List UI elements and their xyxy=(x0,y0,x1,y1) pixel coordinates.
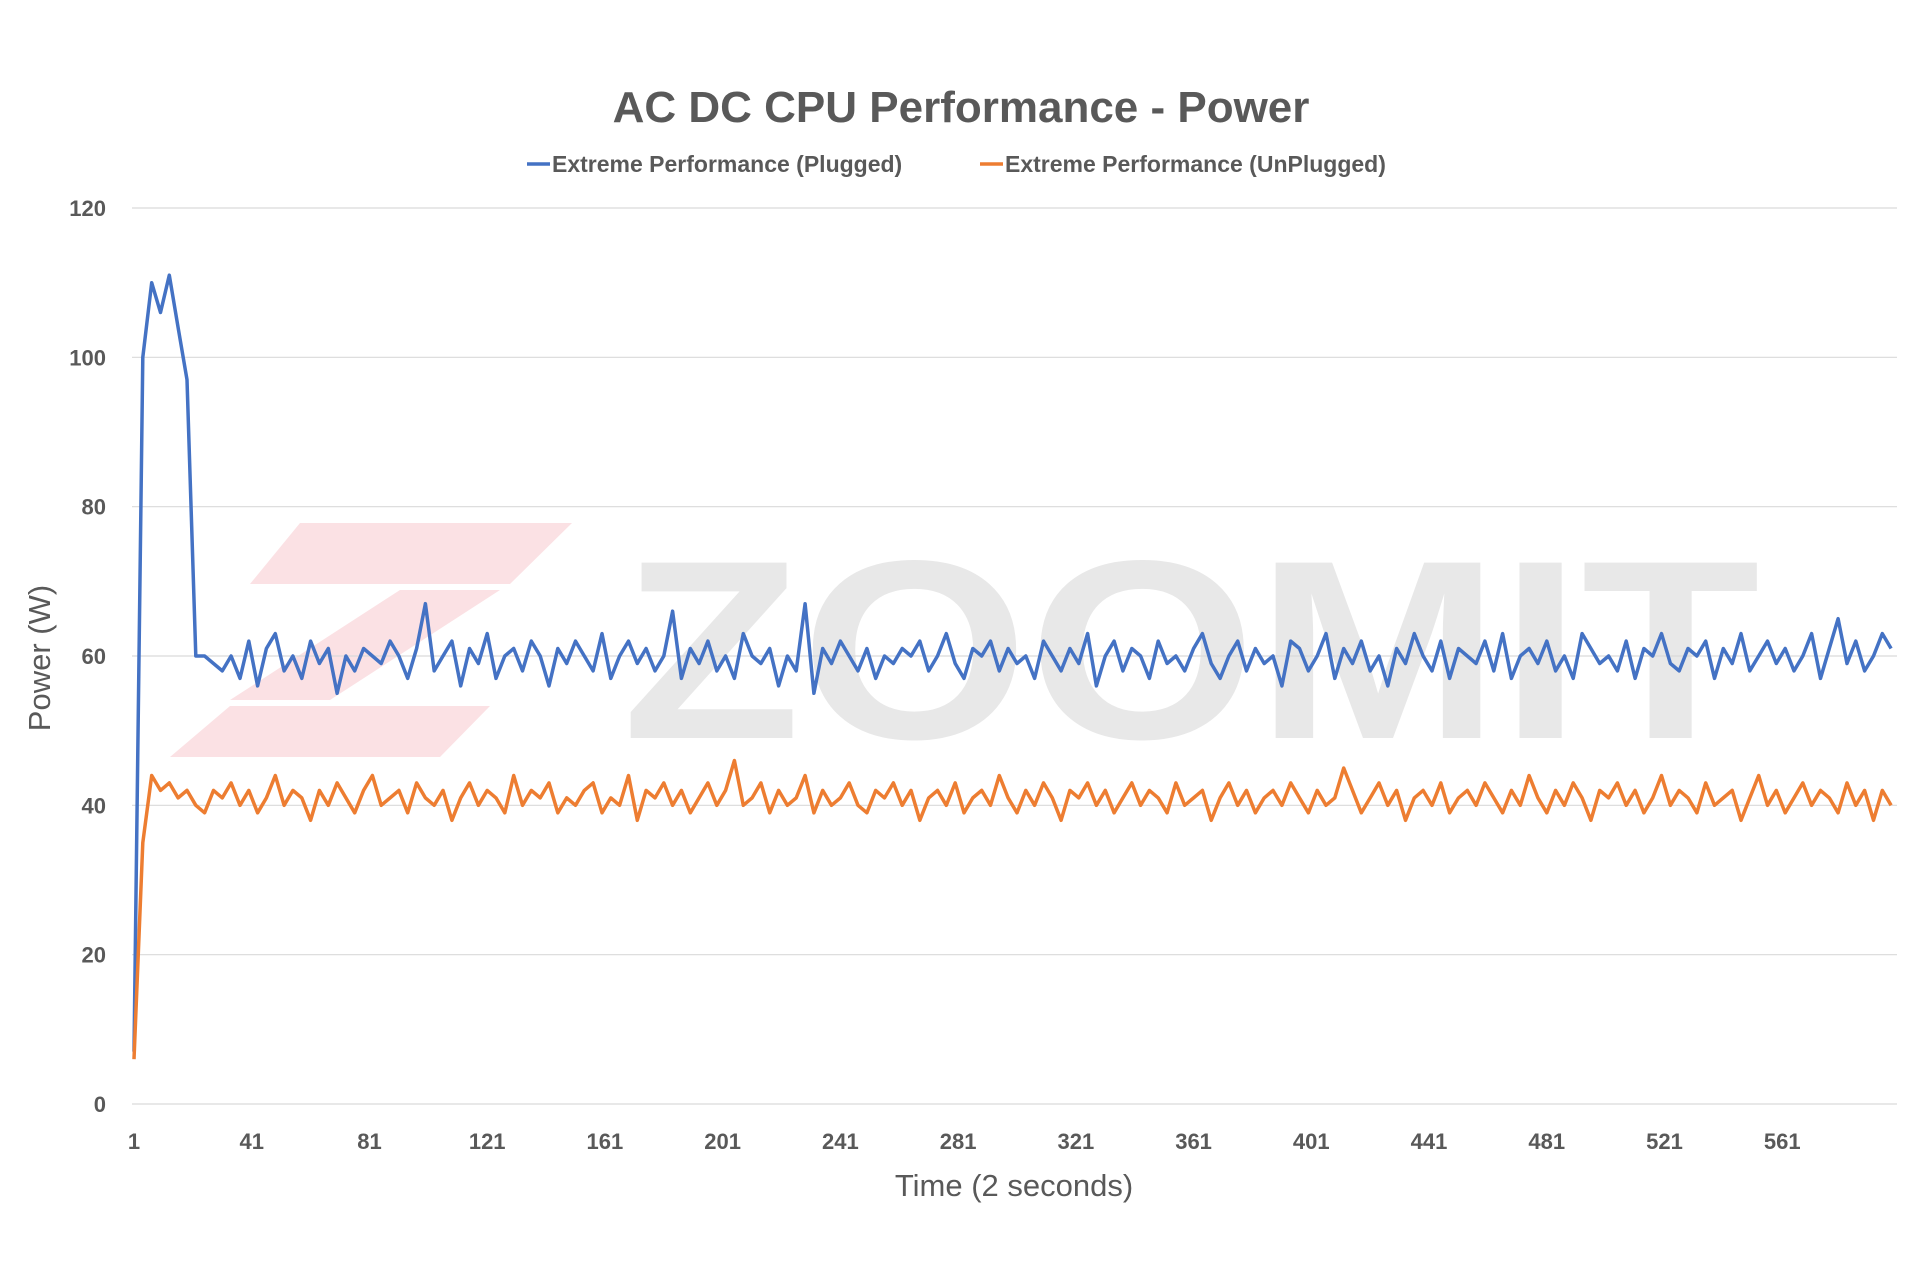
x-tick-label: 361 xyxy=(1175,1129,1212,1154)
y-tick-label: 120 xyxy=(69,196,106,221)
y-tick-label: 100 xyxy=(69,345,106,370)
x-tick-label: 1 xyxy=(128,1129,140,1154)
watermark-z-top xyxy=(250,523,572,584)
x-tick-label: 321 xyxy=(1057,1129,1094,1154)
x-axis-ticks: 1 41 81 121 161 201 241 281 321 361 401 441 481 521 56… xyxy=(128,1129,1801,1154)
chart-title: AC DC CPU Performance - Power xyxy=(613,83,1310,132)
series-lines xyxy=(132,273,1893,1060)
y-axis-ticks: 0 20 40 60 80 100 120 xyxy=(69,196,106,1117)
x-tick-label: 121 xyxy=(469,1129,506,1154)
x-tick-label: 281 xyxy=(940,1129,977,1154)
watermark-z-diagonal xyxy=(230,590,500,700)
y-axis-title: Power (W) xyxy=(22,585,57,731)
x-axis-title: Time (2 seconds) xyxy=(895,1168,1133,1203)
legend-label-unplugged: Extreme Performance (UnPlugged) xyxy=(1005,151,1386,177)
series-line-unplugged xyxy=(132,758,1893,1060)
x-tick-label: 41 xyxy=(239,1129,263,1154)
x-tick-label: 481 xyxy=(1528,1129,1565,1154)
x-tick-label: 201 xyxy=(704,1129,741,1154)
x-tick-label: 441 xyxy=(1411,1129,1448,1154)
x-tick-label: 161 xyxy=(587,1129,624,1154)
series-line-plugged xyxy=(132,273,1893,1052)
y-tick-label: 0 xyxy=(94,1092,106,1117)
watermark-z-bottom xyxy=(170,706,490,757)
x-tick-label: 401 xyxy=(1293,1129,1330,1154)
x-tick-label: 521 xyxy=(1646,1129,1683,1154)
legend-label-plugged: Extreme Performance (Plugged) xyxy=(552,151,902,177)
x-tick-label: 81 xyxy=(357,1129,381,1154)
y-tick-label: 20 xyxy=(82,943,106,968)
y-tick-label: 80 xyxy=(82,495,106,520)
x-tick-label: 561 xyxy=(1764,1129,1801,1154)
y-tick-label: 40 xyxy=(82,793,106,818)
y-tick-label: 60 xyxy=(82,644,106,669)
x-tick-label: 241 xyxy=(822,1129,859,1154)
watermark: ZOOMIT xyxy=(170,508,1760,793)
legend: Extreme Performance (Plugged) Extreme Pe… xyxy=(527,151,1386,177)
